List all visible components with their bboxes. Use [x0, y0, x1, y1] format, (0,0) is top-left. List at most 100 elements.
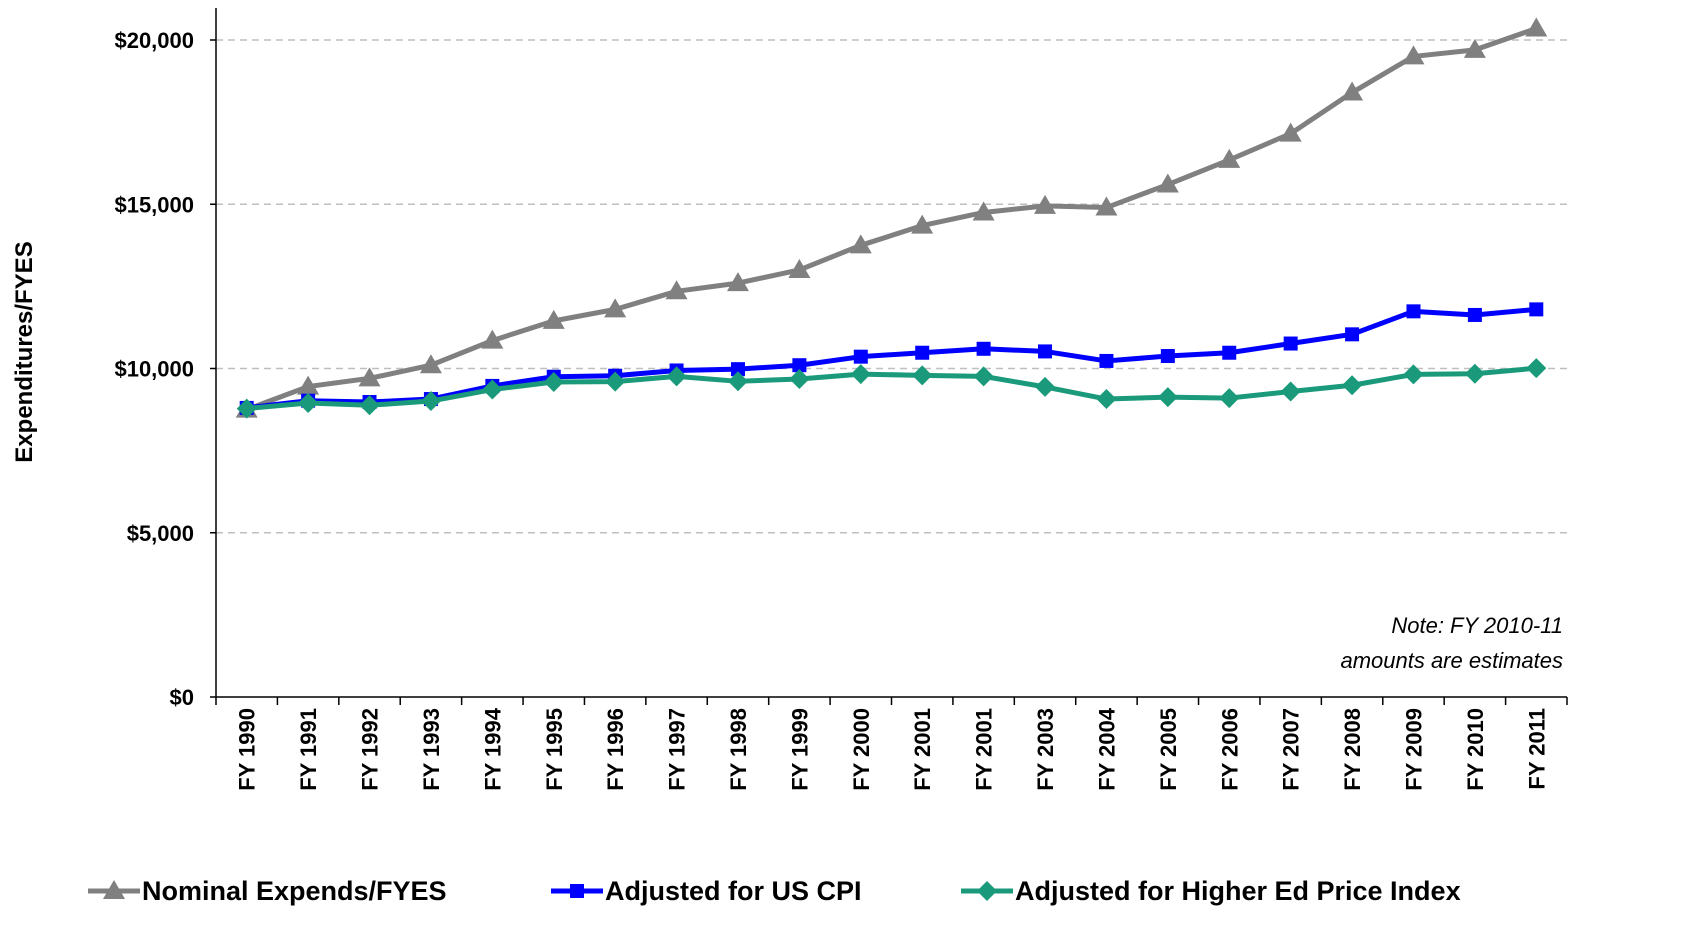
- x-tick-label: FY 2001: [910, 708, 935, 791]
- data-point: [1402, 45, 1425, 65]
- data-point: [1464, 363, 1485, 384]
- y-axis-label: Expenditures/FYES: [11, 241, 38, 462]
- y-tick-label: $5,000: [127, 521, 194, 546]
- data-point: [1095, 196, 1118, 216]
- data-point: [912, 365, 933, 386]
- x-tick-label: FY 1996: [603, 708, 628, 791]
- data-point: [1525, 17, 1548, 37]
- note-line-1: Note: FY 2010-11: [1391, 613, 1563, 638]
- data-point: [972, 201, 995, 221]
- data-point: [853, 349, 868, 364]
- x-tick-label: FY 1991: [296, 708, 321, 791]
- gridlines: [216, 39, 1567, 534]
- data-point: [543, 371, 564, 392]
- legend-label: Adjusted for US CPI: [605, 876, 862, 906]
- x-tick-label: FY 1990: [235, 708, 260, 791]
- data-point: [792, 358, 807, 373]
- data-point: [1345, 327, 1360, 342]
- series-line: [246, 306, 1537, 411]
- data-point: [1034, 194, 1057, 214]
- data-point: [604, 298, 627, 318]
- note-line-2: amounts are estimates: [1340, 648, 1563, 673]
- data-point: [481, 329, 504, 349]
- x-tick-label: FY 2008: [1340, 708, 1365, 791]
- x-tick-label: FY 1995: [542, 708, 567, 791]
- legend-item: Nominal Expends/FYES: [88, 876, 447, 906]
- legend-item: Adjusted for US CPI: [551, 876, 862, 906]
- data-point: [1403, 364, 1424, 385]
- legend-swatch-marker: [103, 880, 125, 899]
- x-tick-label: FY 2006: [1217, 708, 1242, 791]
- data-point: [358, 367, 381, 387]
- data-point: [666, 366, 687, 387]
- x-tick-label: FY 2005: [1156, 708, 1181, 791]
- data-point: [1463, 38, 1486, 58]
- data-point: [1406, 304, 1421, 319]
- data-point: [1280, 381, 1301, 402]
- x-tick-label: FY 2010: [1463, 708, 1488, 791]
- data-point: [359, 395, 380, 416]
- data-point: [915, 345, 930, 360]
- data-point: [542, 309, 565, 329]
- legend-swatch-marker: [570, 884, 584, 898]
- data-point: [726, 272, 749, 292]
- x-tick-label: FY 1993: [419, 708, 444, 791]
- data-point: [850, 364, 871, 385]
- data-point: [665, 280, 688, 300]
- data-point: [1035, 376, 1056, 397]
- x-tick-label: FY 2000: [849, 708, 874, 791]
- x-tick-label: FY 2001: [972, 708, 997, 791]
- y-tick-label: $10,000: [114, 357, 194, 382]
- data-point: [730, 362, 745, 377]
- series-diamond: [236, 358, 1547, 419]
- x-tick-label: FY 1999: [787, 708, 812, 791]
- note-annotation: Note: FY 2010-11 amounts are estimates: [1340, 613, 1563, 673]
- x-tick-label: FY 2007: [1279, 708, 1304, 791]
- data-point: [1529, 302, 1544, 317]
- y-tick-label: $20,000: [114, 28, 194, 53]
- data-point: [789, 369, 810, 390]
- data-point: [1342, 375, 1363, 396]
- x-tick-label: FY 2004: [1094, 707, 1119, 791]
- data-point: [788, 258, 811, 278]
- series-line: [245, 26, 1538, 412]
- x-tick-labels: FY 1990 FY 1991 FY 1992 FY 1993 FY 1994 FY 19…: [215, 697, 1568, 791]
- data-point: [1219, 388, 1240, 409]
- data-point: [1279, 122, 1302, 142]
- data-point: [482, 379, 503, 400]
- legend-swatch-marker: [977, 881, 997, 901]
- series-triangle: [235, 17, 1548, 418]
- data-point: [849, 234, 872, 254]
- data-point: [297, 375, 320, 395]
- data-point: [298, 392, 319, 413]
- legend: Nominal Expends/FYES Adjusted for US CPI A…: [88, 876, 1461, 906]
- x-tick-label: FY 1998: [726, 708, 751, 791]
- data-point: [1156, 173, 1179, 193]
- x-tick-label: FY 1992: [358, 708, 383, 791]
- x-tick-label: FY 2009: [1401, 708, 1426, 791]
- data-point: [605, 371, 626, 392]
- x-tick-label: FY 2003: [1033, 708, 1058, 791]
- data-point: [1099, 353, 1114, 368]
- data-point: [976, 341, 991, 356]
- data-point: [1160, 349, 1175, 364]
- legend-label: Nominal Expends/FYES: [142, 876, 447, 906]
- data-point: [236, 398, 257, 419]
- x-tick-label: FY 1997: [665, 708, 690, 791]
- y-tick-labels: $0 $5,000 $10,000 $15,000 $20,000: [114, 28, 216, 710]
- data-point: [973, 366, 994, 387]
- data-point: [419, 354, 442, 374]
- legend-item: Adjusted for Higher Ed Price Index: [961, 876, 1461, 906]
- data-point: [1467, 307, 1482, 322]
- legend-label: Adjusted for Higher Ed Price Index: [1015, 876, 1461, 906]
- data-point: [911, 214, 934, 234]
- y-tick-label: $15,000: [114, 192, 194, 217]
- data-point: [1218, 148, 1241, 168]
- series-line: [246, 365, 1537, 412]
- x-tick-label: FY 2011: [1524, 708, 1549, 790]
- data-point: [1526, 358, 1547, 379]
- data-point: [727, 371, 748, 392]
- data-point: [1341, 81, 1364, 101]
- x-tick-label: FY 1994: [480, 707, 505, 791]
- data-point: [1222, 345, 1237, 360]
